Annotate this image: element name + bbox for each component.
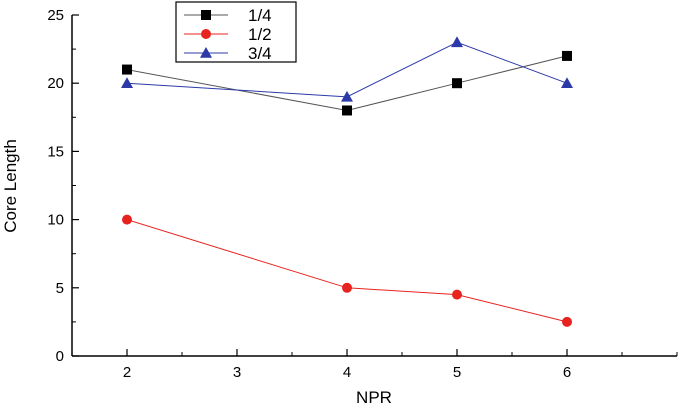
legend-label: 1/2 — [248, 25, 272, 44]
series-layer — [121, 36, 573, 327]
series-3-4 — [121, 36, 573, 102]
legend-label: 3/4 — [248, 44, 272, 63]
data-point — [451, 36, 463, 48]
data-point — [341, 90, 353, 102]
y-tick-label: 0 — [56, 348, 64, 365]
x-tick-label: 3 — [233, 364, 241, 381]
data-point — [122, 64, 132, 75]
y-tick-label: 25 — [47, 7, 64, 24]
legend-marker — [201, 29, 211, 39]
data-point — [342, 282, 352, 293]
data-point — [562, 316, 572, 327]
x-tick-label: 5 — [453, 364, 461, 381]
data-point — [561, 77, 573, 88]
series-line — [126, 41, 568, 98]
y-tick-label: 10 — [47, 212, 64, 229]
y-tick-label: 5 — [56, 280, 64, 297]
legend: 1/41/23/4 — [175, 1, 297, 63]
legend-item: 1/2 — [184, 25, 272, 44]
data-point — [452, 289, 462, 300]
series-line — [126, 55, 568, 111]
y-tick-label: 20 — [47, 75, 64, 92]
x-tick-label: 2 — [123, 364, 131, 381]
data-point — [342, 105, 352, 116]
data-point — [122, 214, 132, 225]
legend-item: 3/4 — [184, 44, 272, 63]
series-line — [126, 219, 568, 323]
y-axis-title: Core Length — [1, 139, 20, 233]
legend-marker — [200, 47, 212, 58]
legend-marker — [201, 10, 211, 20]
data-point — [121, 77, 133, 88]
x-tick-label: 6 — [563, 364, 571, 381]
data-point — [562, 50, 572, 61]
series-1-2 — [122, 214, 572, 327]
legend-item: 1/4 — [184, 6, 272, 25]
x-tick-label: 4 — [343, 364, 351, 381]
axes: 0 5 10 15 20 25 2 3 4 5 6 — [47, 7, 678, 381]
legend-label: 1/4 — [248, 6, 272, 25]
data-point — [452, 78, 462, 89]
legend-box — [175, 1, 297, 63]
x-axis-title: NPR — [356, 388, 392, 407]
y-tick-label: 15 — [47, 143, 64, 160]
